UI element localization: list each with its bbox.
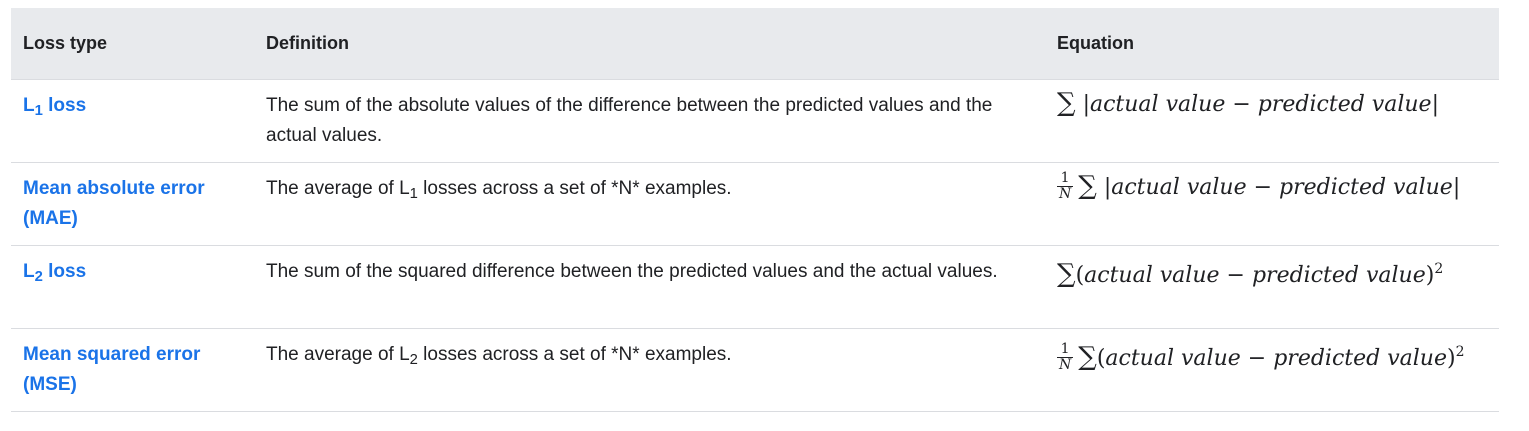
fraction-numerator: 1 xyxy=(1057,170,1074,187)
equation-cell: 1 N ∑(actual value − predicted value)2 xyxy=(1045,328,1499,412)
minus-symbol: − xyxy=(1247,346,1267,371)
definition-subscript: 1 xyxy=(409,186,418,203)
header-loss-type: Loss type xyxy=(11,8,254,80)
l2-loss-link[interactable]: L2 loss xyxy=(23,261,87,286)
equation-close: ) xyxy=(1446,346,1456,371)
sum-symbol: ∑ xyxy=(1078,171,1097,201)
definition-subscript: 2 xyxy=(409,352,418,369)
loss-subscript: 2 xyxy=(34,269,43,286)
loss-name: L xyxy=(23,261,35,282)
table-row: Mean squared error (MSE) The average of … xyxy=(11,328,1499,412)
table-row: Mean absolute error (MAE) The average of… xyxy=(11,162,1499,246)
definition-text-tail: losses across a set of *N* examples. xyxy=(417,344,732,365)
header-definition: Definition xyxy=(254,8,1045,80)
equation-cell: ∑(actual value − predicted value)2 xyxy=(1045,245,1499,329)
minus-symbol: − xyxy=(1253,175,1273,200)
equation-actual-value: actual value xyxy=(1105,346,1241,371)
exponent: 2 xyxy=(1455,344,1465,360)
equation-predicted-value: predicted value xyxy=(1257,92,1432,117)
definition-text: The average of L xyxy=(266,344,410,365)
equation-cell: ∑ |actual value − predicted value| xyxy=(1045,79,1499,163)
loss-types-table: Loss type Definition Equation L1 loss Th… xyxy=(11,8,1499,412)
loss-subscript: 1 xyxy=(34,103,43,120)
equation-predicted-value: predicted value xyxy=(1279,175,1453,200)
mse-link[interactable]: Mean squared error (MSE) xyxy=(23,344,201,395)
equation-open: | xyxy=(1103,175,1112,200)
minus-symbol: − xyxy=(1226,263,1245,288)
fraction-denominator: N xyxy=(1059,185,1072,202)
equation-predicted-value: predicted value xyxy=(1251,263,1426,288)
equation-open: ( xyxy=(1075,263,1085,288)
definition-text: The sum of the absolute values of the di… xyxy=(266,95,993,146)
equation-open: ( xyxy=(1096,346,1106,371)
header-equation: Equation xyxy=(1045,8,1499,80)
fraction-denominator: N xyxy=(1059,356,1072,373)
fraction-numerator: 1 xyxy=(1057,341,1074,358)
definition-text: The average of L xyxy=(266,178,410,199)
equation-cell: 1 N ∑ |actual value − predicted value| xyxy=(1045,162,1499,246)
loss-name-suffix: loss xyxy=(42,261,87,282)
loss-table-container: Loss type Definition Equation L1 loss Th… xyxy=(11,8,1499,412)
equation-actual-value: actual value xyxy=(1089,92,1226,117)
definition-text: The sum of the squared difference betwee… xyxy=(266,261,998,282)
table-header: Loss type Definition Equation xyxy=(11,8,1499,80)
equation-actual-value: actual value xyxy=(1111,175,1247,200)
equation-close: ) xyxy=(1425,263,1435,288)
loss-type-cell: Mean absolute error (MAE) xyxy=(11,162,254,246)
equation-close: | xyxy=(1431,92,1439,117)
loss-name-suffix: loss xyxy=(42,95,87,116)
header-row: Loss type Definition Equation xyxy=(11,8,1499,80)
definition-text-tail: losses across a set of *N* examples. xyxy=(417,178,732,199)
minus-symbol: − xyxy=(1232,92,1251,117)
table-row: L2 loss The sum of the squared differenc… xyxy=(11,245,1499,329)
definition-cell: The average of L1 losses across a set of… xyxy=(254,162,1045,246)
exponent: 2 xyxy=(1434,261,1444,277)
loss-type-cell: L2 loss xyxy=(11,245,254,329)
equation-close: | xyxy=(1452,175,1461,200)
definition-cell: The average of L2 losses across a set of… xyxy=(254,328,1045,412)
sum-symbol: ∑ xyxy=(1057,88,1076,118)
equation-actual-value: actual value xyxy=(1084,263,1220,288)
equation-open: | xyxy=(1082,92,1090,117)
loss-type-cell: Mean squared error (MSE) xyxy=(11,328,254,412)
table-row: L1 loss The sum of the absolute values o… xyxy=(11,79,1499,163)
loss-name: L xyxy=(23,95,35,116)
table-body: L1 loss The sum of the absolute values o… xyxy=(11,79,1499,412)
definition-cell: The sum of the absolute values of the di… xyxy=(254,79,1045,163)
sum-symbol: ∑ xyxy=(1078,342,1097,372)
equation-predicted-value: predicted value xyxy=(1273,346,1447,371)
mae-link[interactable]: Mean absolute error (MAE) xyxy=(23,178,205,229)
l1-loss-link[interactable]: L1 loss xyxy=(23,95,87,120)
sum-symbol: ∑ xyxy=(1057,259,1076,289)
loss-type-cell: L1 loss xyxy=(11,79,254,163)
definition-cell: The sum of the squared difference betwee… xyxy=(254,245,1045,329)
